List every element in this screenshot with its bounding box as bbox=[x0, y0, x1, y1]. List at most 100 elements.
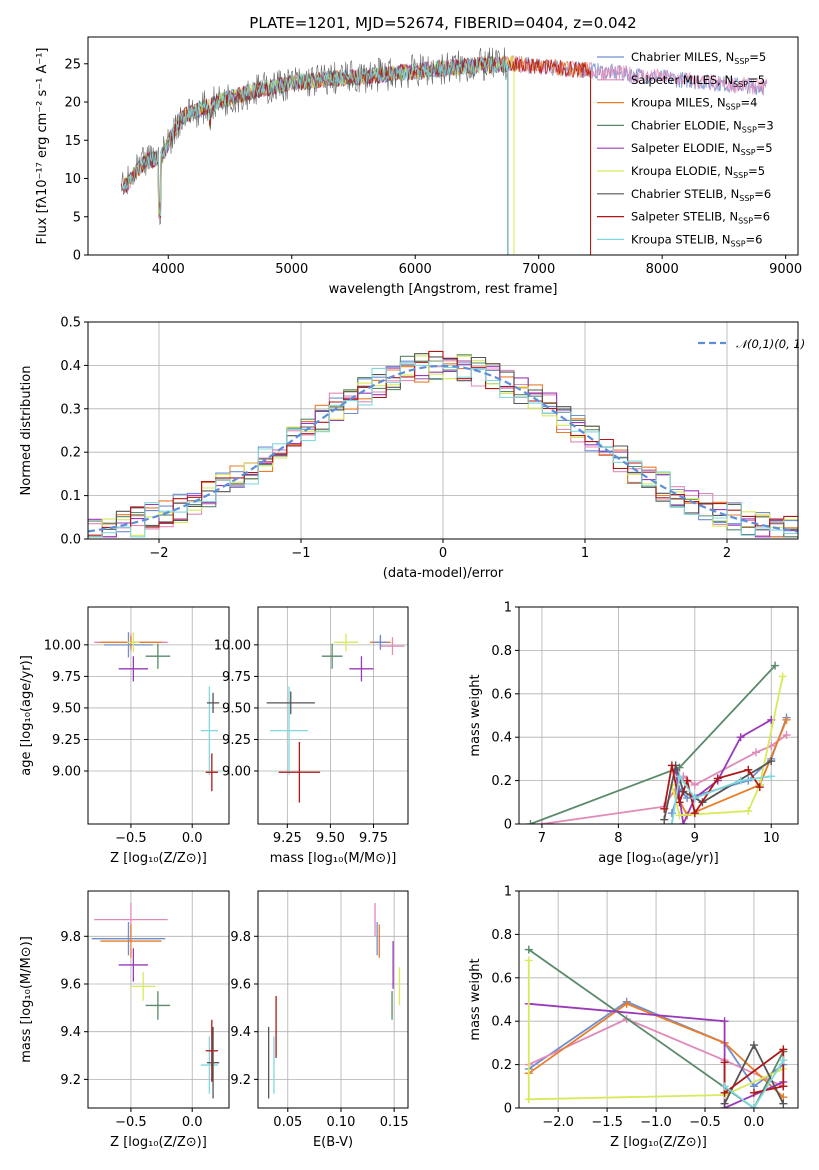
x-tick-label: 8 bbox=[614, 831, 622, 846]
residual-histogram bbox=[88, 360, 798, 538]
panel-massweight_vs_Z: −2.0 −1.5 −1.0 −0.5 0.0 0 0.2 0.4 0.6 0.8 1 Z [log₁… bbox=[468, 885, 799, 1150]
x-tick-label: −0.5 bbox=[115, 1115, 147, 1130]
y-tick-label: 9.2 bbox=[230, 1073, 251, 1088]
legend-label: Chabrier ELODIE, NSSP=3 bbox=[631, 118, 774, 134]
y-tick-label: 9.25 bbox=[52, 733, 81, 748]
figure-title: PLATE=1201, MJD=52674, FIBERID=0404, z=0… bbox=[249, 14, 636, 32]
legend-subscript: SSP bbox=[741, 148, 756, 157]
y-axis-label: age [log₁₀(age/yr)] bbox=[19, 655, 34, 776]
y-tick-label: 9.75 bbox=[52, 670, 81, 685]
x-axis-label: mass [log₁₀(M/M⊙)] bbox=[270, 851, 397, 866]
y-tick-label: 0.2 bbox=[491, 774, 512, 789]
plot-area bbox=[94, 632, 220, 792]
legend-value: =5 bbox=[748, 73, 765, 87]
y-tick-label: 9.4 bbox=[60, 1025, 81, 1040]
plot-area bbox=[120, 47, 768, 255]
legend-value: =4 bbox=[741, 96, 758, 110]
y-tick-label: 5 bbox=[73, 210, 81, 225]
y-tick-label: 9.75 bbox=[222, 670, 251, 685]
y-tick-label: 0.0 bbox=[60, 533, 81, 548]
mass-weight-line bbox=[724, 1059, 785, 1108]
mass-weight-line bbox=[528, 948, 785, 1108]
y-tick-label: 0.6 bbox=[491, 971, 512, 986]
plot-area bbox=[524, 945, 788, 1108]
y-tick-label: 25 bbox=[64, 57, 81, 72]
legend-label: Kroupa STELIB, NSSP=6 bbox=[631, 232, 762, 248]
legend-label: Salpeter MILES, NSSP=5 bbox=[631, 73, 765, 89]
y-tick-label: 15 bbox=[64, 134, 81, 149]
plot-area bbox=[267, 902, 401, 1099]
mass-weight-line bbox=[528, 1018, 784, 1088]
residual-histogram bbox=[88, 362, 798, 538]
axes-frame bbox=[87, 606, 230, 825]
x-axis-label: Z [log₁₀(Z/Z⊙)] bbox=[110, 1135, 207, 1150]
y-tick-label: 0.4 bbox=[60, 359, 81, 374]
y-tick-label: 0 bbox=[504, 818, 512, 833]
mass-weight-line bbox=[527, 960, 784, 1101]
axes-frame bbox=[87, 890, 230, 1109]
y-tick-label: 9.25 bbox=[222, 733, 251, 748]
x-tick-label: −1.5 bbox=[591, 1115, 623, 1130]
y-tick-label: 9.00 bbox=[222, 765, 251, 780]
legend-value: =6 bbox=[754, 187, 771, 201]
y-tick-label: 9.4 bbox=[230, 1025, 251, 1040]
x-tick-label: 0.05 bbox=[273, 1115, 302, 1130]
y-axis-label: Normed distribution bbox=[19, 366, 34, 496]
x-tick-label: 9.75 bbox=[359, 831, 388, 846]
x-tick-label: 5000 bbox=[275, 262, 308, 277]
x-axis-label: Z [log₁₀(Z/Z⊙)] bbox=[610, 1135, 707, 1150]
x-axis-label: (data-model)/error bbox=[383, 566, 504, 581]
y-tick-label: 0.4 bbox=[491, 1015, 512, 1030]
y-tick-label: 0.8 bbox=[491, 928, 512, 943]
axes-frame bbox=[87, 36, 799, 256]
y-tick-label: 10.00 bbox=[214, 638, 251, 653]
axes-frame bbox=[87, 321, 799, 540]
axes-frame bbox=[257, 890, 409, 1109]
y-axis-label: mass weight bbox=[468, 958, 483, 1040]
legend-label: Salpeter ELODIE, NSSP=5 bbox=[631, 141, 773, 157]
panel-age_vs_mass: 9.25 9.50 9.75 9.00 9.25 9.50 9.75 10.00 mass [l… bbox=[214, 606, 409, 866]
x-tick-label: 4000 bbox=[152, 262, 185, 277]
x-axis-label: Z [log₁₀(Z/Z⊙)] bbox=[110, 851, 207, 866]
x-axis-label: E(B-V) bbox=[313, 1135, 353, 1150]
x-tick-label: 0.0 bbox=[182, 831, 203, 846]
x-tick-label: 0.0 bbox=[182, 1115, 203, 1130]
y-axis-label: mass weight bbox=[468, 674, 483, 756]
x-tick-label: 9.25 bbox=[273, 831, 302, 846]
y-tick-label: 0.4 bbox=[491, 731, 512, 746]
x-tick-label: 9 bbox=[691, 831, 699, 846]
y-tick-label: 1 bbox=[504, 885, 512, 900]
y-tick-label: 9.50 bbox=[222, 701, 251, 716]
legend-subscript: SSP bbox=[733, 80, 748, 89]
legend-label: Chabrier STELIB, NSSP=6 bbox=[631, 187, 771, 203]
x-tick-label: 7 bbox=[538, 831, 546, 846]
spectrum-line bbox=[120, 56, 508, 217]
residual-histogram bbox=[88, 350, 798, 536]
x-tick-label: −1.0 bbox=[640, 1115, 672, 1130]
y-tick-label: 9.00 bbox=[52, 765, 81, 780]
plot-area bbox=[526, 661, 791, 824]
x-tick-label: 0.0 bbox=[744, 1115, 765, 1130]
x-tick-label: 10 bbox=[763, 831, 780, 846]
x-tick-label: −1 bbox=[291, 546, 310, 561]
y-tick-label: 0 bbox=[73, 249, 81, 264]
legend-subscript: SSP bbox=[731, 239, 746, 248]
legend-value: =6 bbox=[753, 210, 770, 224]
y-axis-label: Flux [fλ10⁻¹⁷ erg cm⁻² s⁻¹ A⁻¹] bbox=[35, 48, 50, 245]
y-tick-label: 9.50 bbox=[52, 701, 81, 716]
y-tick-label: 0.1 bbox=[60, 489, 81, 504]
x-tick-label: 7000 bbox=[522, 262, 555, 277]
legend-value: =3 bbox=[757, 118, 774, 132]
legend-label: 𝒩(0,1)(0, 1) bbox=[736, 337, 805, 351]
legend-label: Kroupa MILES, NSSP=4 bbox=[631, 96, 757, 112]
legend-value: =5 bbox=[749, 50, 766, 64]
mass-weight-line bbox=[663, 765, 761, 816]
x-tick-label: −2 bbox=[149, 546, 168, 561]
mass-weight-line bbox=[530, 664, 776, 824]
legend-subscript: SSP bbox=[739, 194, 754, 203]
y-tick-label: 1 bbox=[504, 601, 512, 616]
x-tick-label: −2.0 bbox=[542, 1115, 574, 1130]
y-tick-label: 0.3 bbox=[60, 402, 81, 417]
residual-histogram bbox=[88, 355, 798, 538]
y-tick-label: 0.6 bbox=[491, 687, 512, 702]
